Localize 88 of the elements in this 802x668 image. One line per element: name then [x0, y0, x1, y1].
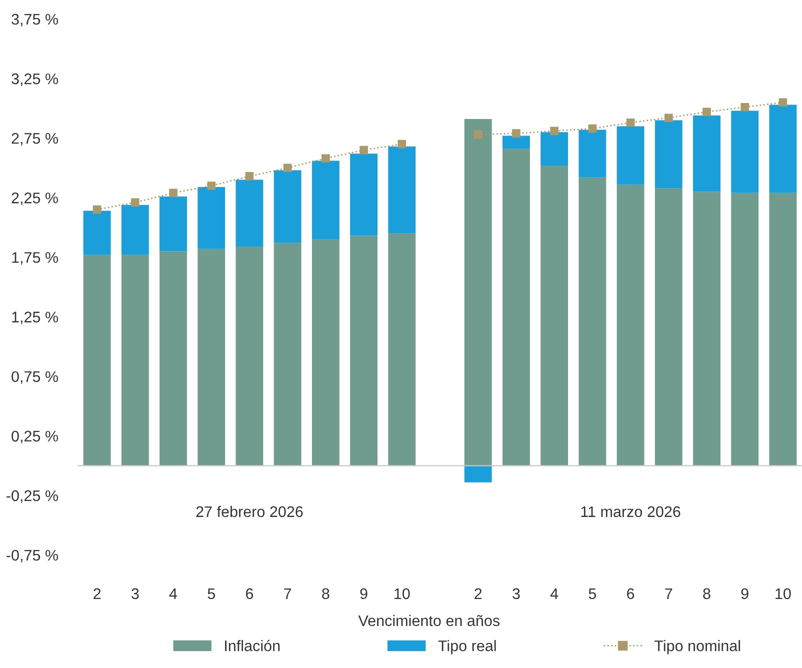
bar	[502, 136, 530, 149]
point	[664, 114, 673, 122]
x-tick-label: 9	[741, 588, 748, 600]
point	[169, 188, 178, 198]
bar	[616, 126, 644, 185]
bar	[502, 148, 530, 466]
bar	[731, 110, 759, 193]
bar	[198, 248, 226, 466]
point	[92, 205, 102, 214]
x-tick-label: 10	[394, 588, 410, 600]
point	[360, 146, 368, 154]
point	[398, 140, 406, 148]
point	[512, 129, 520, 138]
annotation: 27 febrero 2026	[196, 506, 303, 518]
bar	[160, 251, 187, 466]
x-tick-label: 6	[246, 588, 254, 600]
x-tick-label: 9	[360, 588, 368, 600]
point	[626, 118, 635, 127]
bar	[312, 160, 340, 240]
bar	[654, 188, 682, 466]
x-tick-label: 3	[512, 588, 520, 600]
x-tick-label: 4	[550, 588, 558, 599]
point	[588, 124, 597, 133]
legend-label: Tipo real	[438, 640, 496, 654]
bar	[83, 210, 111, 255]
bar	[654, 120, 682, 188]
legend-label: Tipo nominal	[654, 640, 740, 654]
bar	[274, 170, 302, 243]
point	[740, 102, 750, 112]
point	[207, 182, 216, 190]
bar	[121, 254, 149, 466]
point	[322, 154, 330, 163]
x-tick-label: 7	[665, 588, 672, 599]
x-tick-label: 7	[284, 588, 292, 599]
y-tick-label: 2,25 %	[12, 192, 58, 206]
point	[702, 108, 711, 116]
x-tick-label: 4	[169, 588, 178, 599]
bar	[540, 132, 568, 166]
y-tick-label: 2,75 %	[12, 132, 58, 146]
x-tick-label: 2	[94, 588, 101, 599]
bar	[540, 166, 568, 466]
y-tick-label: 0,75 %	[12, 371, 58, 384]
bar	[388, 146, 416, 234]
bar	[388, 233, 416, 466]
y-tick-label: 0,25 %	[12, 430, 58, 444]
y-tick-label: -0,25 %	[6, 490, 58, 503]
x-tick-label: 5	[208, 588, 215, 600]
y-tick-label: 3,25 %	[12, 73, 58, 86]
x-tick-label: 8	[703, 588, 710, 600]
point	[130, 198, 140, 207]
bar	[769, 192, 797, 466]
bar	[616, 184, 644, 466]
point	[778, 98, 788, 107]
point	[474, 130, 482, 139]
bar	[693, 115, 720, 192]
bar	[578, 177, 606, 466]
bar	[198, 186, 226, 249]
bar	[693, 192, 720, 466]
bar	[464, 466, 492, 482]
x-axis-title: Vencimiento en años	[358, 614, 500, 626]
bar	[236, 246, 264, 466]
bar	[350, 236, 378, 466]
bar	[464, 119, 492, 466]
y-tick-label: 1,75 %	[12, 252, 58, 265]
y-tick-label: 3,75 %	[12, 14, 58, 26]
bar	[769, 104, 797, 193]
y-tick-label: 1,25 %	[12, 312, 58, 324]
legend-label: Inflación	[225, 640, 280, 652]
point	[245, 172, 254, 180]
bar	[731, 192, 759, 466]
bar	[83, 254, 111, 466]
point	[283, 164, 292, 172]
x-tick-label: 3	[131, 588, 139, 600]
bar	[236, 180, 264, 246]
bar	[274, 242, 302, 466]
y-tick-label: -0,75 %	[6, 550, 58, 562]
x-tick-label: 6	[627, 588, 634, 600]
x-tick-label: 8	[322, 588, 330, 600]
bar	[350, 154, 378, 236]
x-tick-label: 2	[474, 588, 482, 599]
bar	[578, 130, 606, 178]
x-tick-label: 10	[776, 588, 791, 600]
bar	[121, 204, 149, 255]
bar	[160, 196, 187, 252]
x-tick-label: 5	[588, 588, 596, 600]
annotation: 11 marzo 2026	[581, 506, 680, 518]
bar	[312, 239, 340, 466]
point	[550, 126, 558, 136]
